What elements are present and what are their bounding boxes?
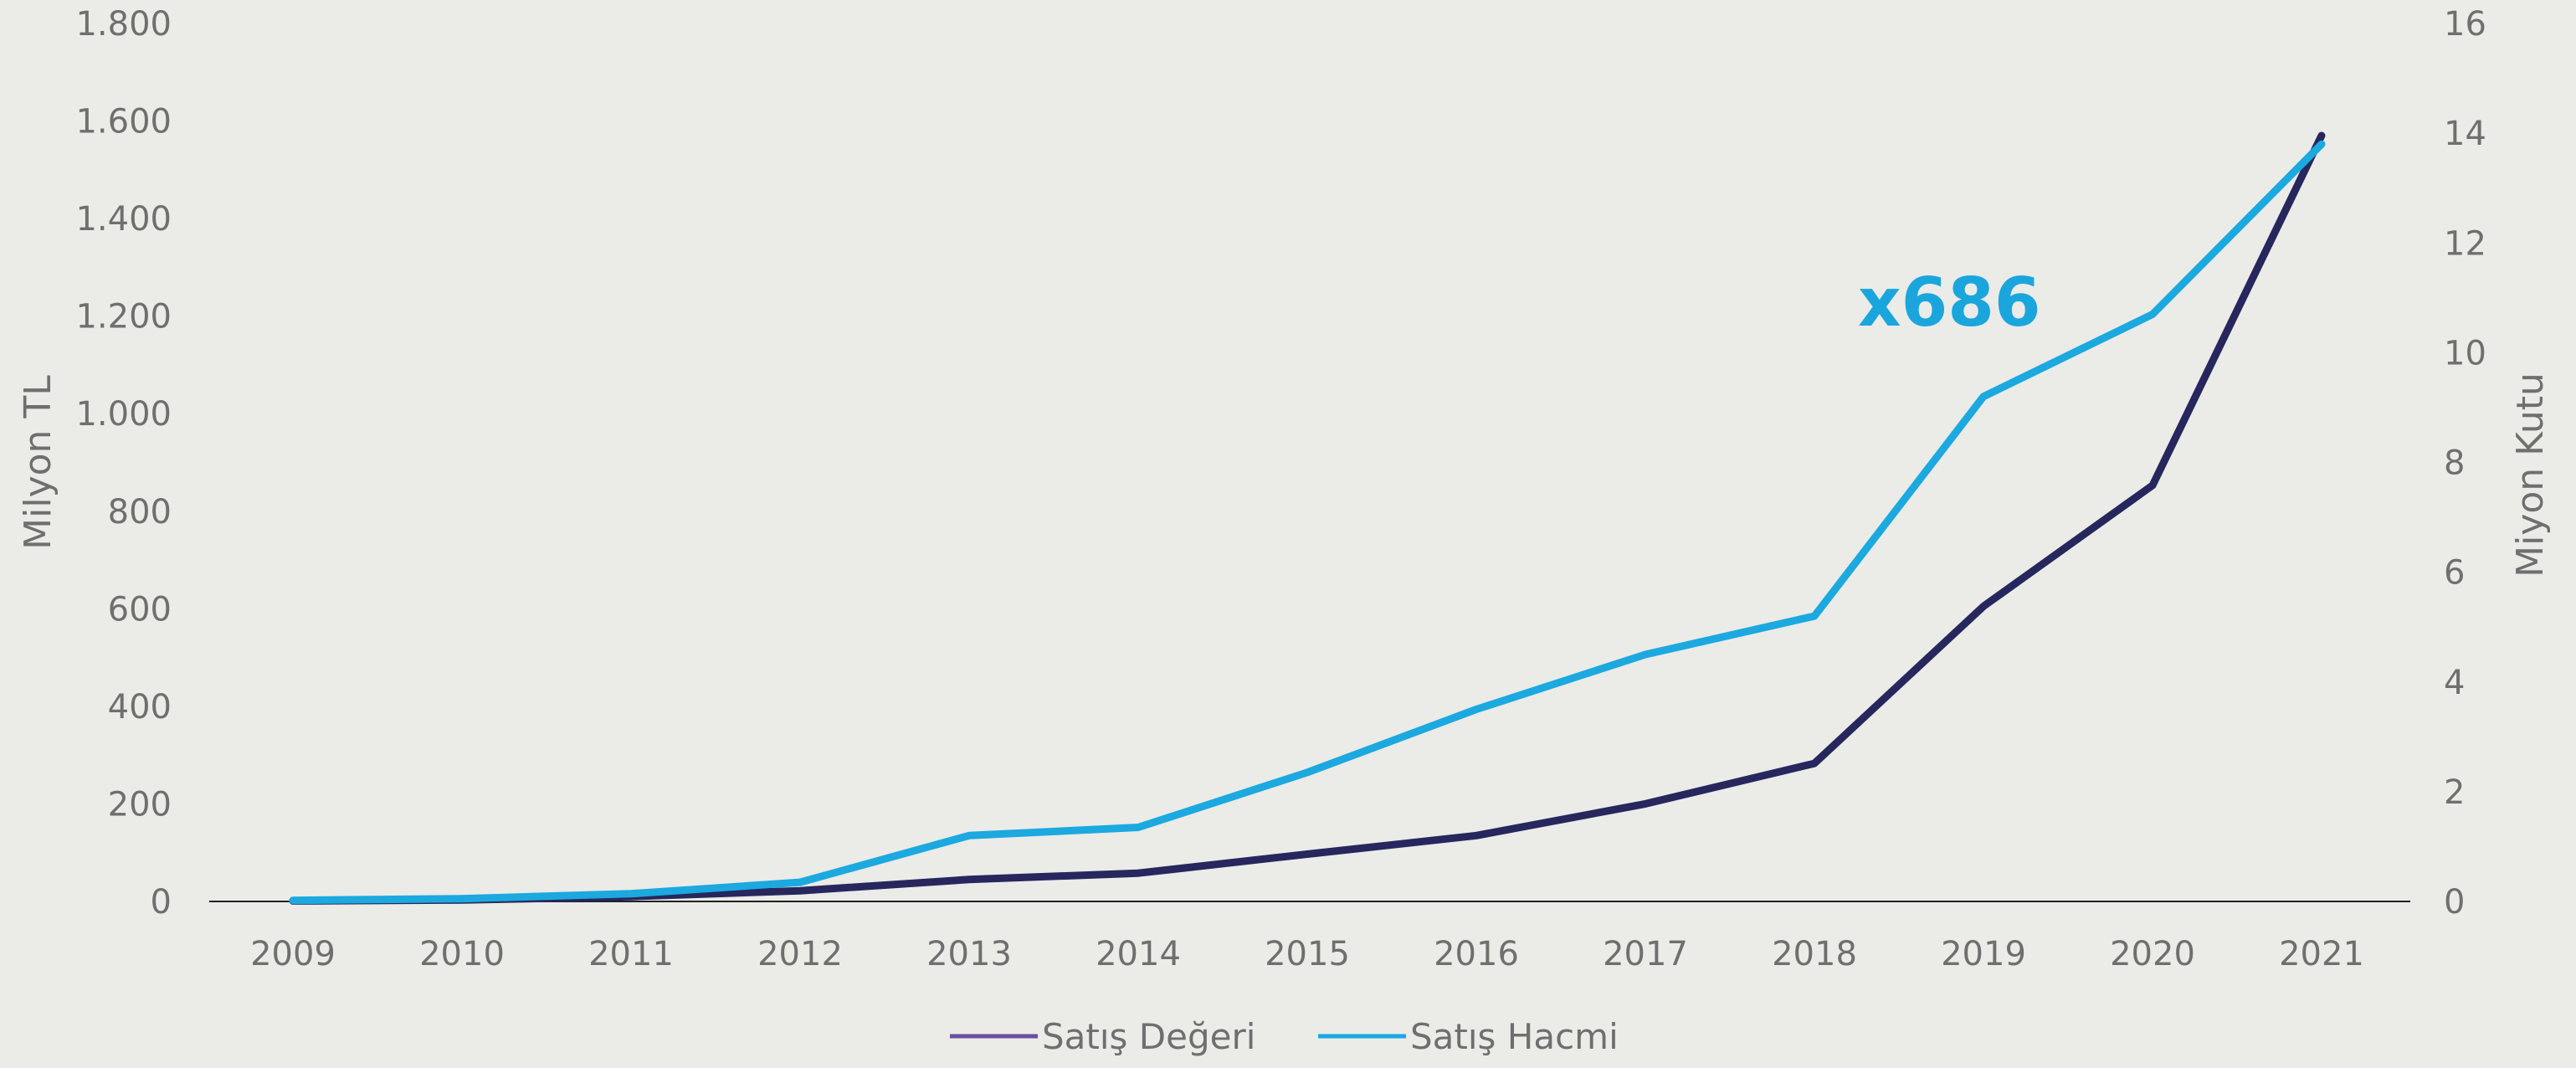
right-y-tick-label: 6 (2444, 554, 2465, 593)
data-point-satis-hacmi (1475, 709, 1477, 711)
data-point-satis-degeri (968, 879, 970, 881)
right-y-tick-label: 12 (2444, 224, 2486, 263)
left-y-tick-label: 600 (108, 590, 172, 629)
x-tick-label: 2017 (1603, 935, 1688, 973)
left-y-tick-label: 1.600 (75, 103, 172, 141)
data-point-satis-hacmi (1645, 654, 1646, 655)
data-point-satis-degeri (1475, 834, 1477, 836)
left-y-tick-label: 0 (151, 883, 172, 922)
data-point-satis-hacmi (1306, 772, 1308, 773)
left-y-tick-label: 200 (108, 785, 172, 824)
x-tick-label: 2012 (757, 935, 843, 973)
data-point-satis-degeri (1645, 803, 1646, 804)
left-y-tick-label: 800 (108, 493, 172, 531)
data-point-satis-hacmi (461, 898, 463, 900)
data-point-satis-degeri (799, 890, 801, 891)
series-line-satis-hacmi (289, 140, 2326, 905)
annotation-label: x686 (1858, 264, 2041, 341)
data-point-satis-degeri (2152, 485, 2153, 486)
x-tick-label: 2009 (250, 935, 336, 973)
data-point-satis-hacmi (630, 893, 632, 895)
right-y-tick-label: 4 (2444, 664, 2465, 702)
left-y-tick-label: 1.200 (75, 298, 172, 336)
series-line-satis-degeri (289, 131, 2326, 905)
left-y-tick-label: 1.800 (75, 5, 172, 44)
data-point-satis-hacmi (2152, 313, 2153, 315)
x-tick-label: 2013 (926, 935, 1012, 973)
x-tick-label: 2016 (1434, 935, 1519, 973)
right-y-tick-label: 14 (2444, 115, 2486, 153)
data-point-satis-degeri (2321, 135, 2322, 136)
data-point-satis-hacmi (1983, 396, 1984, 398)
data-point-satis-hacmi (968, 834, 970, 836)
right-y-tick-label: 8 (2444, 444, 2465, 483)
right-axis-title: Miyon Kutu (2509, 372, 2552, 578)
legend-label-satis-hacmi: Satış Hacmi (1410, 1016, 1619, 1057)
left-axis-title: Milyon TL (17, 375, 59, 550)
data-point-satis-degeri (1983, 605, 1984, 607)
x-tick-label: 2019 (1941, 935, 2026, 973)
x-tick-label: 2010 (419, 935, 505, 973)
legend-label-satis-degeri: Satış Değeri (1042, 1016, 1255, 1057)
left-y-tick-label: 1.000 (75, 395, 172, 434)
data-point-satis-degeri (1137, 872, 1139, 874)
data-point-satis-hacmi (2321, 143, 2322, 145)
series-layer (289, 131, 2326, 905)
data-point-satis-hacmi (292, 900, 294, 901)
data-point-satis-hacmi (1137, 826, 1139, 828)
x-tick-label: 2015 (1265, 935, 1350, 973)
legend: Satış Değeri Satış Hacmi (950, 1016, 1619, 1057)
right-y-tick-label: 16 (2444, 5, 2486, 44)
data-point-satis-hacmi (1814, 615, 1815, 617)
left-y-tick-label: 400 (108, 688, 172, 727)
right-y-tick-label: 0 (2444, 883, 2465, 922)
x-tick-label: 2011 (588, 935, 674, 973)
x-tick-label: 2018 (1772, 935, 1857, 973)
data-point-satis-degeri (1814, 762, 1815, 764)
left-y-axis-ticks: 0 200 400 600 800 1.000 1.200 1.400 1.600 1.800 (75, 5, 172, 922)
x-axis-ticks: 2009 2010 2011 2012 2013 2014 2015 2016 2017 2018… (250, 935, 2364, 973)
right-y-axis-ticks: 0 2 4 6 8 10 12 14 16 (2444, 5, 2486, 922)
right-y-tick-label: 10 (2444, 334, 2486, 372)
x-tick-label: 2020 (2110, 935, 2195, 973)
x-tick-label: 2021 (2279, 935, 2364, 973)
data-point-satis-hacmi (799, 881, 801, 883)
right-y-tick-label: 2 (2444, 773, 2465, 812)
x-tick-label: 2014 (1096, 935, 1181, 973)
left-y-tick-label: 1.400 (75, 200, 172, 239)
data-point-satis-degeri (1306, 853, 1308, 855)
